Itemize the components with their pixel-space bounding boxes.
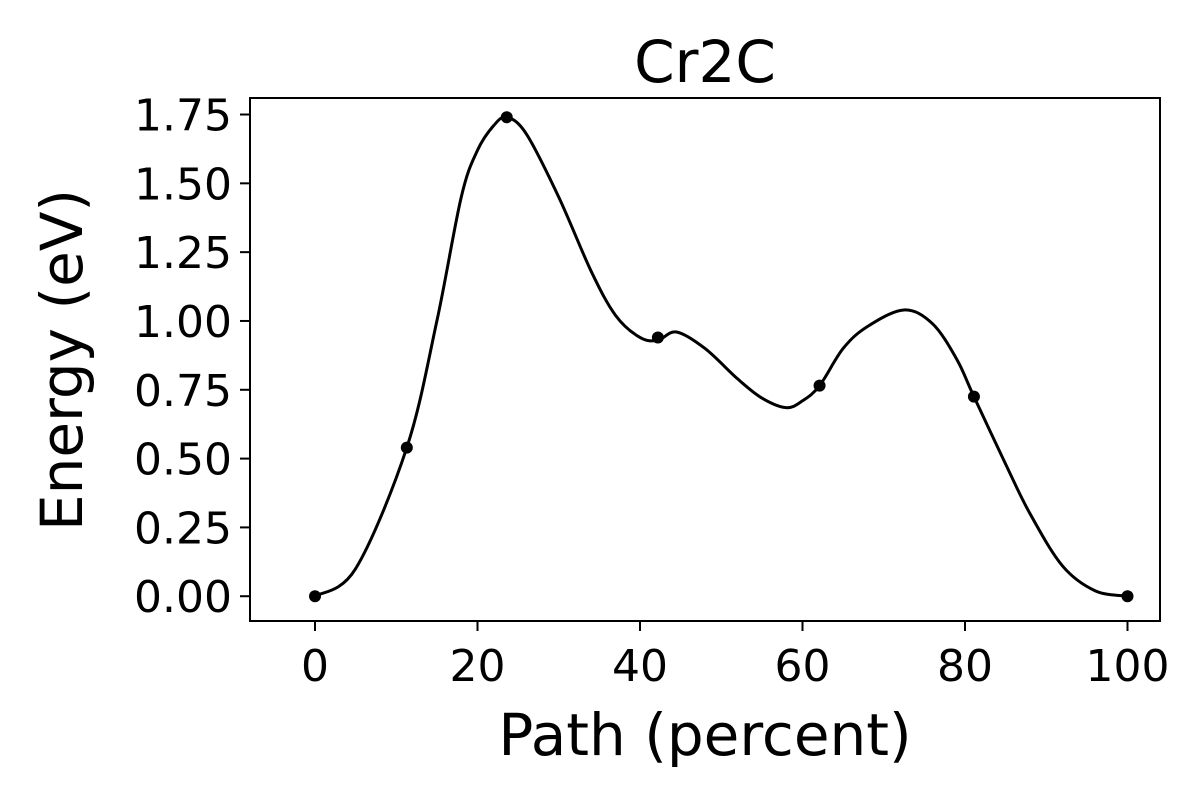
data-point — [400, 441, 413, 454]
y-axis-label: Energy (eV) — [28, 189, 96, 531]
data-point — [1121, 590, 1134, 603]
y-tick-label: 0.75 — [134, 366, 232, 417]
y-tick-label: 0.25 — [134, 503, 232, 554]
y-tick-label: 1.75 — [134, 91, 232, 142]
y-tick-label: 0.00 — [134, 572, 232, 623]
x-tick-label: 80 — [937, 641, 993, 692]
x-axis-label: Path (percent) — [498, 701, 911, 769]
data-point — [813, 379, 826, 392]
data-point — [309, 590, 321, 603]
series-points — [309, 111, 1134, 603]
chart-title: Cr2C — [634, 28, 776, 96]
x-tick-label: 60 — [775, 641, 831, 692]
y-axis-ticks: 0.00 0.25 0.50 0.75 1.00 1.25 1.50 1.75 — [134, 91, 250, 623]
x-tick-label: 100 — [1086, 641, 1170, 692]
x-axis-ticks: 0 20 40 60 80 100 — [301, 621, 1169, 692]
data-point — [500, 111, 513, 124]
x-tick-label: 40 — [612, 641, 668, 692]
series-curve — [314, 115, 1128, 598]
data-point — [967, 390, 980, 403]
data-point — [651, 331, 664, 344]
y-tick-label: 1.25 — [134, 228, 232, 279]
x-tick-label: 20 — [450, 641, 506, 692]
plot-frame — [249, 97, 1161, 622]
y-tick-label: 1.50 — [134, 159, 232, 210]
y-tick-label: 1.00 — [134, 297, 232, 348]
x-tick-label: 0 — [301, 641, 329, 692]
y-tick-label: 0.50 — [134, 435, 232, 486]
